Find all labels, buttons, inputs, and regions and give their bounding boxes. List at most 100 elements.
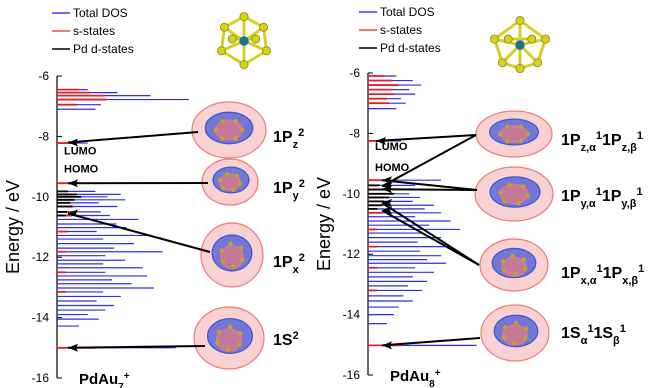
- orbital-left-1: [201, 158, 259, 206]
- cluster-center-atom: [239, 36, 249, 46]
- orbital-label-right-0-text: 1Pz,α11Pz,β1: [561, 130, 643, 154]
- orbital-arrowhead-left-3-0: [68, 343, 78, 352]
- orbital-arrowhead-right-0-0: [376, 136, 386, 145]
- orbital-arrowhead-left-0-0: [68, 138, 78, 147]
- y-tick-label-3: -10: [32, 190, 50, 204]
- orbital-label-right-3: 1Sα11Sβ1: [561, 323, 626, 347]
- orbital-left-2-atom-3: [219, 248, 224, 253]
- orbital-left-3-atom-5: [238, 330, 243, 336]
- legend-label-2: Pd d-states: [380, 41, 441, 55]
- orbital-label-left-1-text: 1Py2: [273, 178, 305, 202]
- orbital-label-right-1: 1Py,α11Py,β1: [561, 186, 643, 210]
- orbital-label-left-3-main: 1S: [273, 332, 293, 349]
- orbital-left-1-atom-1: [231, 187, 236, 193]
- orbital-label-right-0-part-4: z,β: [622, 142, 638, 154]
- orbital-left-0-atom-5: [233, 119, 238, 124]
- y-tick-label-5: -6: [38, 69, 49, 83]
- legend: Total DOS s-states Pd d-states: [359, 5, 441, 55]
- orbital-arrowhead-right-1-1: [382, 185, 392, 194]
- orbital-right-2-atom-3: [500, 259, 505, 264]
- orbital-left-0-atom-2: [220, 136, 225, 141]
- orbital-right-0-atom-1: [518, 138, 524, 144]
- marker-label-0: LUMO: [64, 146, 97, 158]
- orbital-left-2-atom-2: [220, 259, 226, 265]
- cluster-label-charge: +: [435, 368, 441, 379]
- cluster-bond-1: [519, 19, 547, 41]
- dos-panel-1: -16 -14 -12 -10 -8 -6 Energy / eV LUMO HOMO PdAu8…: [314, 66, 477, 388]
- cluster-atom-4: [515, 64, 525, 74]
- cluster-center-atom: [515, 40, 525, 50]
- y-axis-label: Energy / eV: [314, 177, 334, 271]
- orbital-label-right-2-part-3: 1P: [603, 265, 623, 282]
- orbital-label-left-0: 1Pz2: [273, 127, 304, 151]
- orbital-label-left-2-sup: 2: [299, 252, 305, 264]
- orbital-label-left-0-sub: z: [293, 139, 299, 151]
- cluster-atom-0: [219, 22, 229, 32]
- cluster-label-text: PdAu7+: [79, 371, 130, 388]
- cluster-atom-1: [239, 11, 249, 22]
- legend-label-1: s-states: [73, 24, 115, 38]
- orbital-left-2: [200, 222, 264, 288]
- orbital-left-0-inner-lobe: [215, 119, 243, 141]
- orbital-left-3-atom-2: [215, 340, 220, 346]
- legend-label-2: Pd d-states: [73, 42, 134, 56]
- orbital-label-right-1-part-3: 1P: [602, 188, 622, 205]
- orbital-label-right-3-part-2: 1: [587, 323, 593, 335]
- orbital-left-0-atom-3: [213, 127, 218, 133]
- orbital-arrow-right-2-0: [381, 202, 480, 266]
- orbital-label-right-0-part-1: z,α: [581, 142, 597, 154]
- orbital-label-left-1-sub: y: [293, 190, 300, 202]
- orbital-label-left-0-main: 1P: [273, 129, 293, 146]
- orbital-label-left-0-text: 1Pz2: [273, 127, 304, 151]
- orbital-right-3-atom-5: [523, 326, 529, 331]
- marker-label-0: LUMO: [375, 141, 408, 153]
- legend: Total DOS s-states Pd d-states: [52, 6, 134, 56]
- cluster-bond-0: [493, 19, 521, 41]
- orbital-right-0-atom-0: [525, 131, 530, 137]
- cluster-atom-2: [540, 34, 550, 44]
- orbital-right-3-atom-2: [501, 335, 507, 340]
- orbital-right-2-atom-5: [521, 257, 526, 262]
- cluster-label-subscript: 8: [429, 379, 435, 388]
- cluster-label-main: PdAu: [79, 371, 118, 388]
- orbital-left-0-atom-4: [220, 119, 225, 124]
- cluster-atom-3: [262, 46, 272, 56]
- y-tick-label-3: -10: [343, 187, 361, 201]
- orbital-left-0-atom-1: [233, 136, 238, 141]
- dos-panel-0: -16 -14 -12 -10 -8 -6 Energy / eV LUMO HOMO PdAu7…: [3, 69, 189, 388]
- orbital-label-left-2: 1Px2: [273, 252, 305, 276]
- orbital-right-2-atom-2: [502, 268, 507, 273]
- y-axis-label: Energy / eV: [3, 180, 23, 274]
- orbital-label-left-0-sup: 2: [298, 127, 304, 139]
- orbital-left-1-atom-4: [224, 171, 229, 177]
- orbital-right-1-atom-4: [507, 182, 512, 187]
- cluster-label: PdAu7+: [79, 371, 130, 388]
- orbital-label-right-3-part-0: 1S: [561, 325, 581, 342]
- orbital-right-2-atom-1: [513, 272, 518, 277]
- orbital-arrow-right-3-0: [381, 337, 481, 347]
- cluster-label-subscript: 7: [118, 382, 124, 388]
- cluster-atom-2: [259, 22, 269, 32]
- orbital-arrow-right-0-1: [381, 134, 477, 188]
- orbital-label-left-3: 1S2: [273, 330, 299, 349]
- cluster-atom-7: [527, 34, 537, 44]
- orbital-right-3-atom-3: [502, 325, 508, 330]
- cluster-atom-5: [216, 46, 226, 56]
- orbital-right-3: [480, 304, 550, 362]
- orbital-label-left-1-sup: 2: [299, 178, 305, 190]
- cluster-atom-5: [497, 58, 507, 68]
- orbital-label-right-3-part-3: 1S: [593, 325, 613, 342]
- orbital-arrow-left-2-0: [67, 212, 211, 253]
- orbital-right-1-atom-1: [516, 201, 521, 206]
- y-tick-label-2: -12: [343, 247, 361, 261]
- orbital-right-1-atom-5: [521, 184, 526, 189]
- orbital-label-right-2-part-4: x,β: [622, 275, 638, 287]
- orbital-right-2-atom-0: [523, 266, 528, 271]
- orbital-right-0-atom-3: [498, 131, 503, 137]
- orbital-right-0-inner-lobe: [499, 125, 529, 143]
- orbital-label-right-2-part-2: 1: [597, 263, 603, 275]
- orbital-right-0-atom-5: [518, 124, 524, 130]
- orbital-label-right-2-part-5: 1: [638, 263, 644, 275]
